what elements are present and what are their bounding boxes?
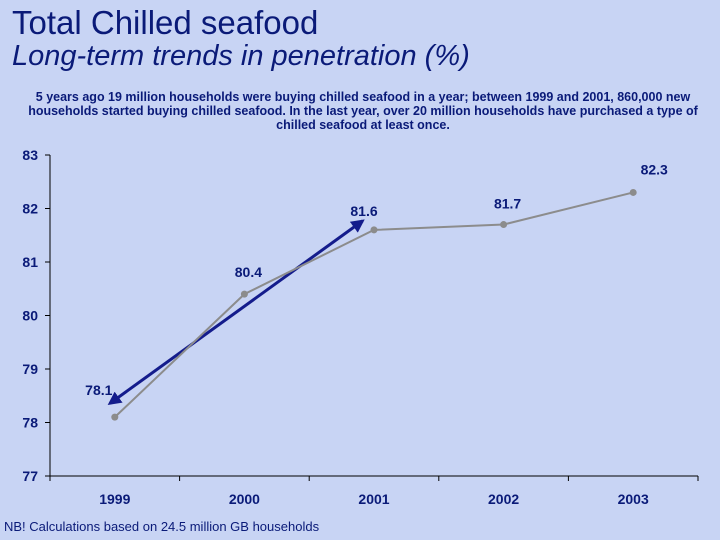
- data-point: [500, 221, 508, 229]
- data-point: [111, 413, 119, 421]
- y-tick-label: 82: [22, 201, 38, 217]
- data-label: 81.7: [494, 196, 521, 212]
- chart-subtitle: Long-term trends in penetration (%): [12, 40, 470, 72]
- x-tick-label: 2000: [229, 491, 260, 507]
- y-tick-label: 80: [22, 308, 38, 324]
- growth-arrow: [107, 219, 365, 406]
- x-tick-label: 2002: [488, 491, 519, 507]
- chart-title: Total Chilled seafood: [12, 4, 319, 41]
- footnote: NB! Calculations based on 24.5 million G…: [4, 519, 320, 534]
- chart-description: 5 years ago 19 million households were b…: [28, 90, 698, 132]
- series-line: [114, 191, 634, 418]
- y-tick-label: 78: [22, 415, 38, 431]
- y-tick-label: 83: [22, 147, 38, 163]
- y-tick-label: 81: [22, 254, 38, 270]
- y-tick-label: 79: [22, 361, 38, 377]
- data-point: [240, 290, 248, 298]
- x-tick-label: 2003: [618, 491, 649, 507]
- data-point: [629, 188, 637, 196]
- data-label: 82.3: [641, 161, 668, 177]
- data-label: 78.1: [85, 382, 112, 398]
- data-label: 80.4: [235, 264, 262, 280]
- y-tick-label: 77: [22, 468, 38, 484]
- x-tick-label: 2001: [358, 491, 389, 507]
- data-point: [370, 226, 378, 234]
- x-tick-label: 1999: [99, 491, 130, 507]
- data-label: 81.6: [350, 203, 377, 219]
